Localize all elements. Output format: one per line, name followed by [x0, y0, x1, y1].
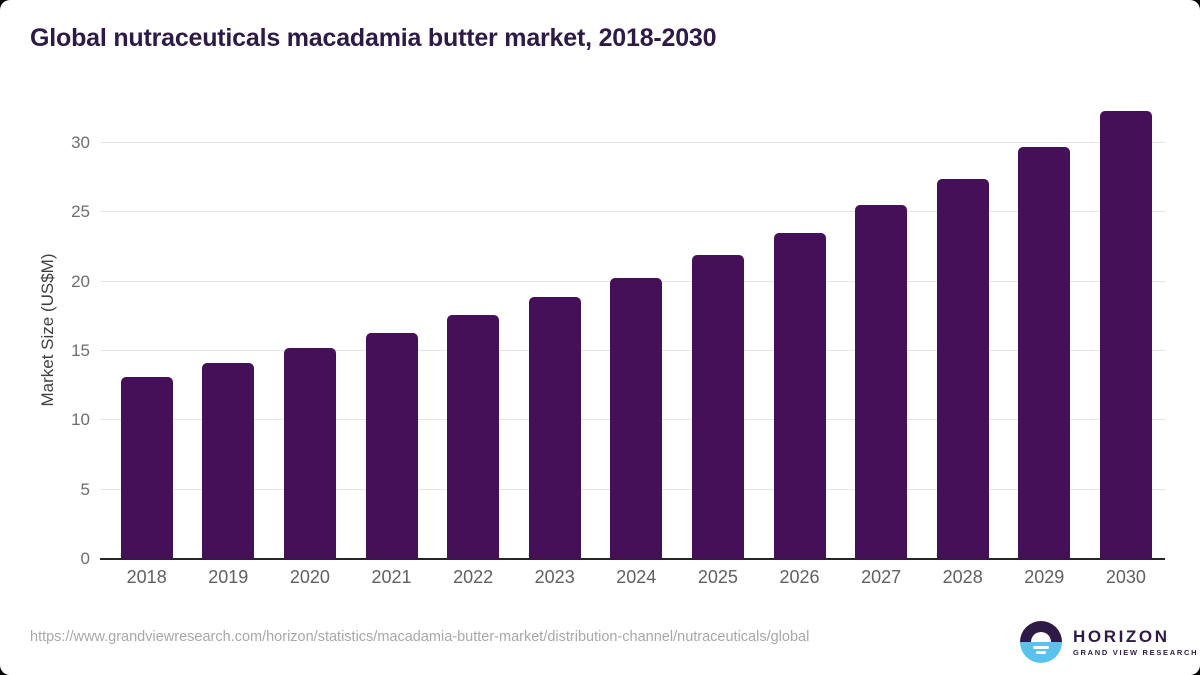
bar-2029 — [1018, 147, 1071, 559]
x-tick-label-2018: 2018 — [126, 567, 167, 587]
source-url: https://www.grandviewresearch.com/horizo… — [30, 629, 810, 645]
bar-2027 — [855, 205, 908, 559]
logo-wordmark: HORIZON — [1073, 626, 1170, 646]
x-tick-label-2021: 2021 — [371, 567, 412, 587]
x-tick-label-2026: 2026 — [779, 567, 820, 587]
y-axis-ticks: 0 5 10 15 20 25 30 — [0, 100, 90, 568]
x-tick-label-2028: 2028 — [942, 567, 983, 587]
bar-2019 — [202, 363, 255, 559]
gridline-25 — [100, 211, 1165, 213]
y-tick-label-0: 0 — [80, 549, 90, 568]
x-tick-label-2025: 2025 — [697, 567, 738, 587]
logo-text-block: HORIZON GRAND VIEW RESEARCH — [1073, 626, 1199, 657]
bar-2025 — [691, 255, 744, 559]
gridline-30 — [100, 142, 1165, 143]
logo-subtitle: GRAND VIEW RESEARCH — [1073, 647, 1199, 657]
x-tick-label-2030: 2030 — [1105, 567, 1146, 587]
chart-title: Global nutraceuticals macadamia butter m… — [30, 24, 717, 52]
x-tick-label-2020: 2020 — [289, 567, 330, 587]
water-reflection-line — [1036, 651, 1046, 654]
bar-2022 — [447, 314, 500, 559]
x-axis-labels: 2018 2019 2020 2021 2022 2023 2024 2025 2026 2027… — [100, 567, 1165, 593]
x-tick-label-2027: 2027 — [861, 567, 902, 587]
horizon-sun-icon — [1020, 621, 1062, 663]
x-tick-label-2024: 2024 — [616, 567, 657, 587]
bar-2030 — [1099, 111, 1152, 559]
bar-2024 — [610, 277, 663, 559]
bar-2026 — [773, 233, 826, 559]
x-tick-label-2023: 2023 — [534, 567, 575, 587]
y-tick-label-10: 10 — [71, 410, 90, 430]
y-tick-label-25: 25 — [71, 202, 90, 222]
y-tick-label-30: 30 — [71, 133, 90, 152]
horizon-logo: HORIZON GRAND VIEW RESEARCH — [1020, 621, 1198, 663]
sun-arch-shape — [1031, 632, 1051, 642]
y-tick-label-5: 5 — [80, 479, 90, 499]
y-tick-label-20: 20 — [71, 271, 90, 291]
x-tick-label-2019: 2019 — [208, 567, 249, 587]
bar-2018 — [120, 377, 173, 559]
bar-2023 — [528, 296, 581, 559]
x-tick-label-2029: 2029 — [1024, 567, 1065, 587]
bar-2028 — [936, 179, 989, 559]
water-reflection-line — [1033, 646, 1049, 649]
x-axis-line — [100, 558, 1165, 560]
plot-area — [100, 100, 1165, 560]
bar-2020 — [283, 348, 336, 559]
y-tick-label-15: 15 — [71, 341, 90, 360]
bar-2021 — [365, 332, 418, 559]
x-tick-label-2022: 2022 — [453, 567, 494, 587]
